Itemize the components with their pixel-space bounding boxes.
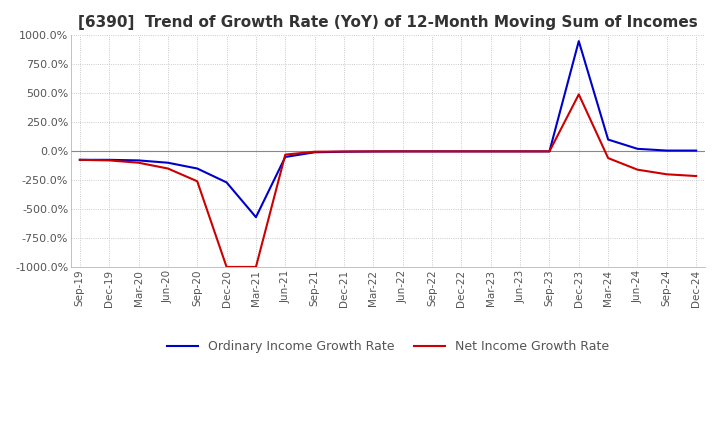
Net Income Growth Rate: [692, 173, 701, 179]
Ordinary Income Growth Rate: [251, 215, 260, 220]
Net Income Growth Rate: [369, 149, 378, 154]
Net Income Growth Rate: [340, 149, 348, 154]
Net Income Growth Rate: [662, 172, 671, 177]
Net Income Growth Rate: [281, 152, 289, 157]
Net Income Growth Rate: [134, 160, 143, 165]
Ordinary Income Growth Rate: [76, 157, 84, 162]
Net Income Growth Rate: [428, 149, 436, 154]
Ordinary Income Growth Rate: [692, 148, 701, 153]
Ordinary Income Growth Rate: [369, 149, 378, 154]
Net Income Growth Rate: [487, 149, 495, 154]
Title: [6390]  Trend of Growth Rate (YoY) of 12-Month Moving Sum of Incomes: [6390] Trend of Growth Rate (YoY) of 12-…: [78, 15, 698, 30]
Ordinary Income Growth Rate: [398, 149, 407, 154]
Net Income Growth Rate: [222, 264, 231, 270]
Ordinary Income Growth Rate: [516, 149, 524, 154]
Net Income Growth Rate: [76, 157, 84, 162]
Ordinary Income Growth Rate: [281, 154, 289, 160]
Net Income Growth Rate: [105, 158, 114, 163]
Ordinary Income Growth Rate: [105, 157, 114, 162]
Net Income Growth Rate: [457, 149, 466, 154]
Ordinary Income Growth Rate: [134, 158, 143, 163]
Ordinary Income Growth Rate: [340, 149, 348, 154]
Ordinary Income Growth Rate: [163, 160, 172, 165]
Ordinary Income Growth Rate: [457, 149, 466, 154]
Net Income Growth Rate: [545, 149, 554, 154]
Legend: Ordinary Income Growth Rate, Net Income Growth Rate: Ordinary Income Growth Rate, Net Income …: [162, 335, 614, 358]
Ordinary Income Growth Rate: [487, 149, 495, 154]
Ordinary Income Growth Rate: [193, 166, 202, 171]
Net Income Growth Rate: [310, 149, 319, 154]
Ordinary Income Growth Rate: [633, 146, 642, 151]
Net Income Growth Rate: [163, 166, 172, 171]
Ordinary Income Growth Rate: [662, 148, 671, 153]
Net Income Growth Rate: [575, 92, 583, 97]
Line: Ordinary Income Growth Rate: Ordinary Income Growth Rate: [80, 41, 696, 217]
Ordinary Income Growth Rate: [575, 38, 583, 44]
Net Income Growth Rate: [604, 155, 613, 161]
Net Income Growth Rate: [398, 149, 407, 154]
Net Income Growth Rate: [251, 264, 260, 270]
Line: Net Income Growth Rate: Net Income Growth Rate: [80, 95, 696, 267]
Net Income Growth Rate: [633, 167, 642, 172]
Ordinary Income Growth Rate: [545, 149, 554, 154]
Ordinary Income Growth Rate: [428, 149, 436, 154]
Net Income Growth Rate: [193, 179, 202, 184]
Ordinary Income Growth Rate: [222, 180, 231, 185]
Net Income Growth Rate: [516, 149, 524, 154]
Ordinary Income Growth Rate: [310, 150, 319, 155]
Ordinary Income Growth Rate: [604, 137, 613, 142]
